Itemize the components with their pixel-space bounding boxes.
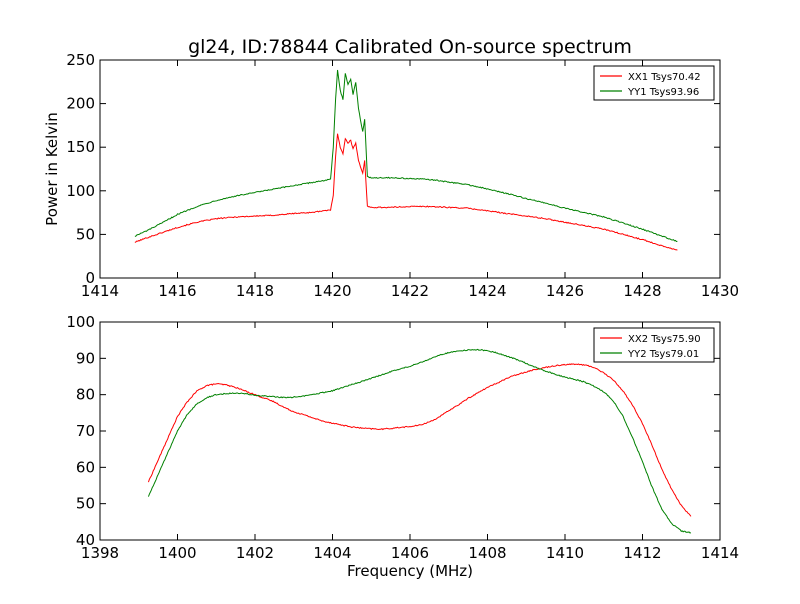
y-tick-label: 50 [76,495,95,513]
x-tick-label: 1400 [158,544,196,562]
y-tick-label: 70 [76,422,95,440]
x-tick-label: 1404 [313,544,351,562]
legend: XX2 Tsys75.90 YY2 Tsys79.01 [593,327,715,363]
x-tick-label: 1398 [81,544,119,562]
legend-box [593,327,715,363]
x-tick-label: 1416 [158,282,196,300]
x-tick-label: 1410 [546,544,584,562]
series-line-top-2 [134,69,678,243]
series-line-bottom-1 [147,363,692,517]
y-tick-label: 0 [85,269,95,287]
x-tick-label: 1412 [623,544,661,562]
y-tick-label: 100 [66,182,95,200]
legend-label: YY1 Tsys93.96 [627,87,699,98]
x-tick-label: 1420 [313,282,351,300]
x-tick-label: 1402 [236,544,274,562]
bottom-panel: 1398 1400 1402 1404 1406 1408 1410 1412 1414 40 50… [66,313,739,562]
series-line-top-1 [134,133,678,251]
y-tick-label: 200 [66,95,95,113]
x-axis-label-bottom: Frequency (MHz) [347,562,473,580]
top-panel: 1414 1416 1418 1420 1422 1424 1426 1428 1430 0 50 1… [66,51,739,300]
y-tick-label: 250 [66,51,95,69]
x-tick-label: 1414 [701,544,739,562]
x-tick-label: 1408 [468,544,506,562]
x-tick-label: 1426 [546,282,584,300]
y-tick-label: 100 [66,313,95,331]
x-tick-label: 1424 [468,282,506,300]
y-tick-label: 90 [76,349,95,367]
y-tick-label: 40 [76,531,95,549]
x-tick-label: 1422 [391,282,429,300]
x-tick-label: 1430 [701,282,739,300]
chart-title: gl24, ID:78844 Calibrated On-source spec… [188,36,632,58]
legend: XX1 Tsys70.42 YY1 Tsys93.96 [593,65,715,101]
y-tick-label: 80 [76,386,95,404]
y-axis-label-top: Power in Kelvin [43,112,61,226]
y-tick-label: 50 [76,225,95,243]
y-tick-label: 150 [66,138,95,156]
legend-label: XX2 Tsys75.90 [628,334,701,345]
x-tick-label: 1428 [623,282,661,300]
y-tick-label: 60 [76,458,95,476]
series-line-bottom-2 [147,348,692,534]
legend-box [593,65,715,101]
legend-label: YY2 Tsys79.01 [627,349,699,360]
x-tick-label: 1406 [391,544,429,562]
legend-label: XX1 Tsys70.42 [628,72,701,83]
x-tick-label: 1414 [81,282,119,300]
x-tick-label: 1418 [236,282,274,300]
